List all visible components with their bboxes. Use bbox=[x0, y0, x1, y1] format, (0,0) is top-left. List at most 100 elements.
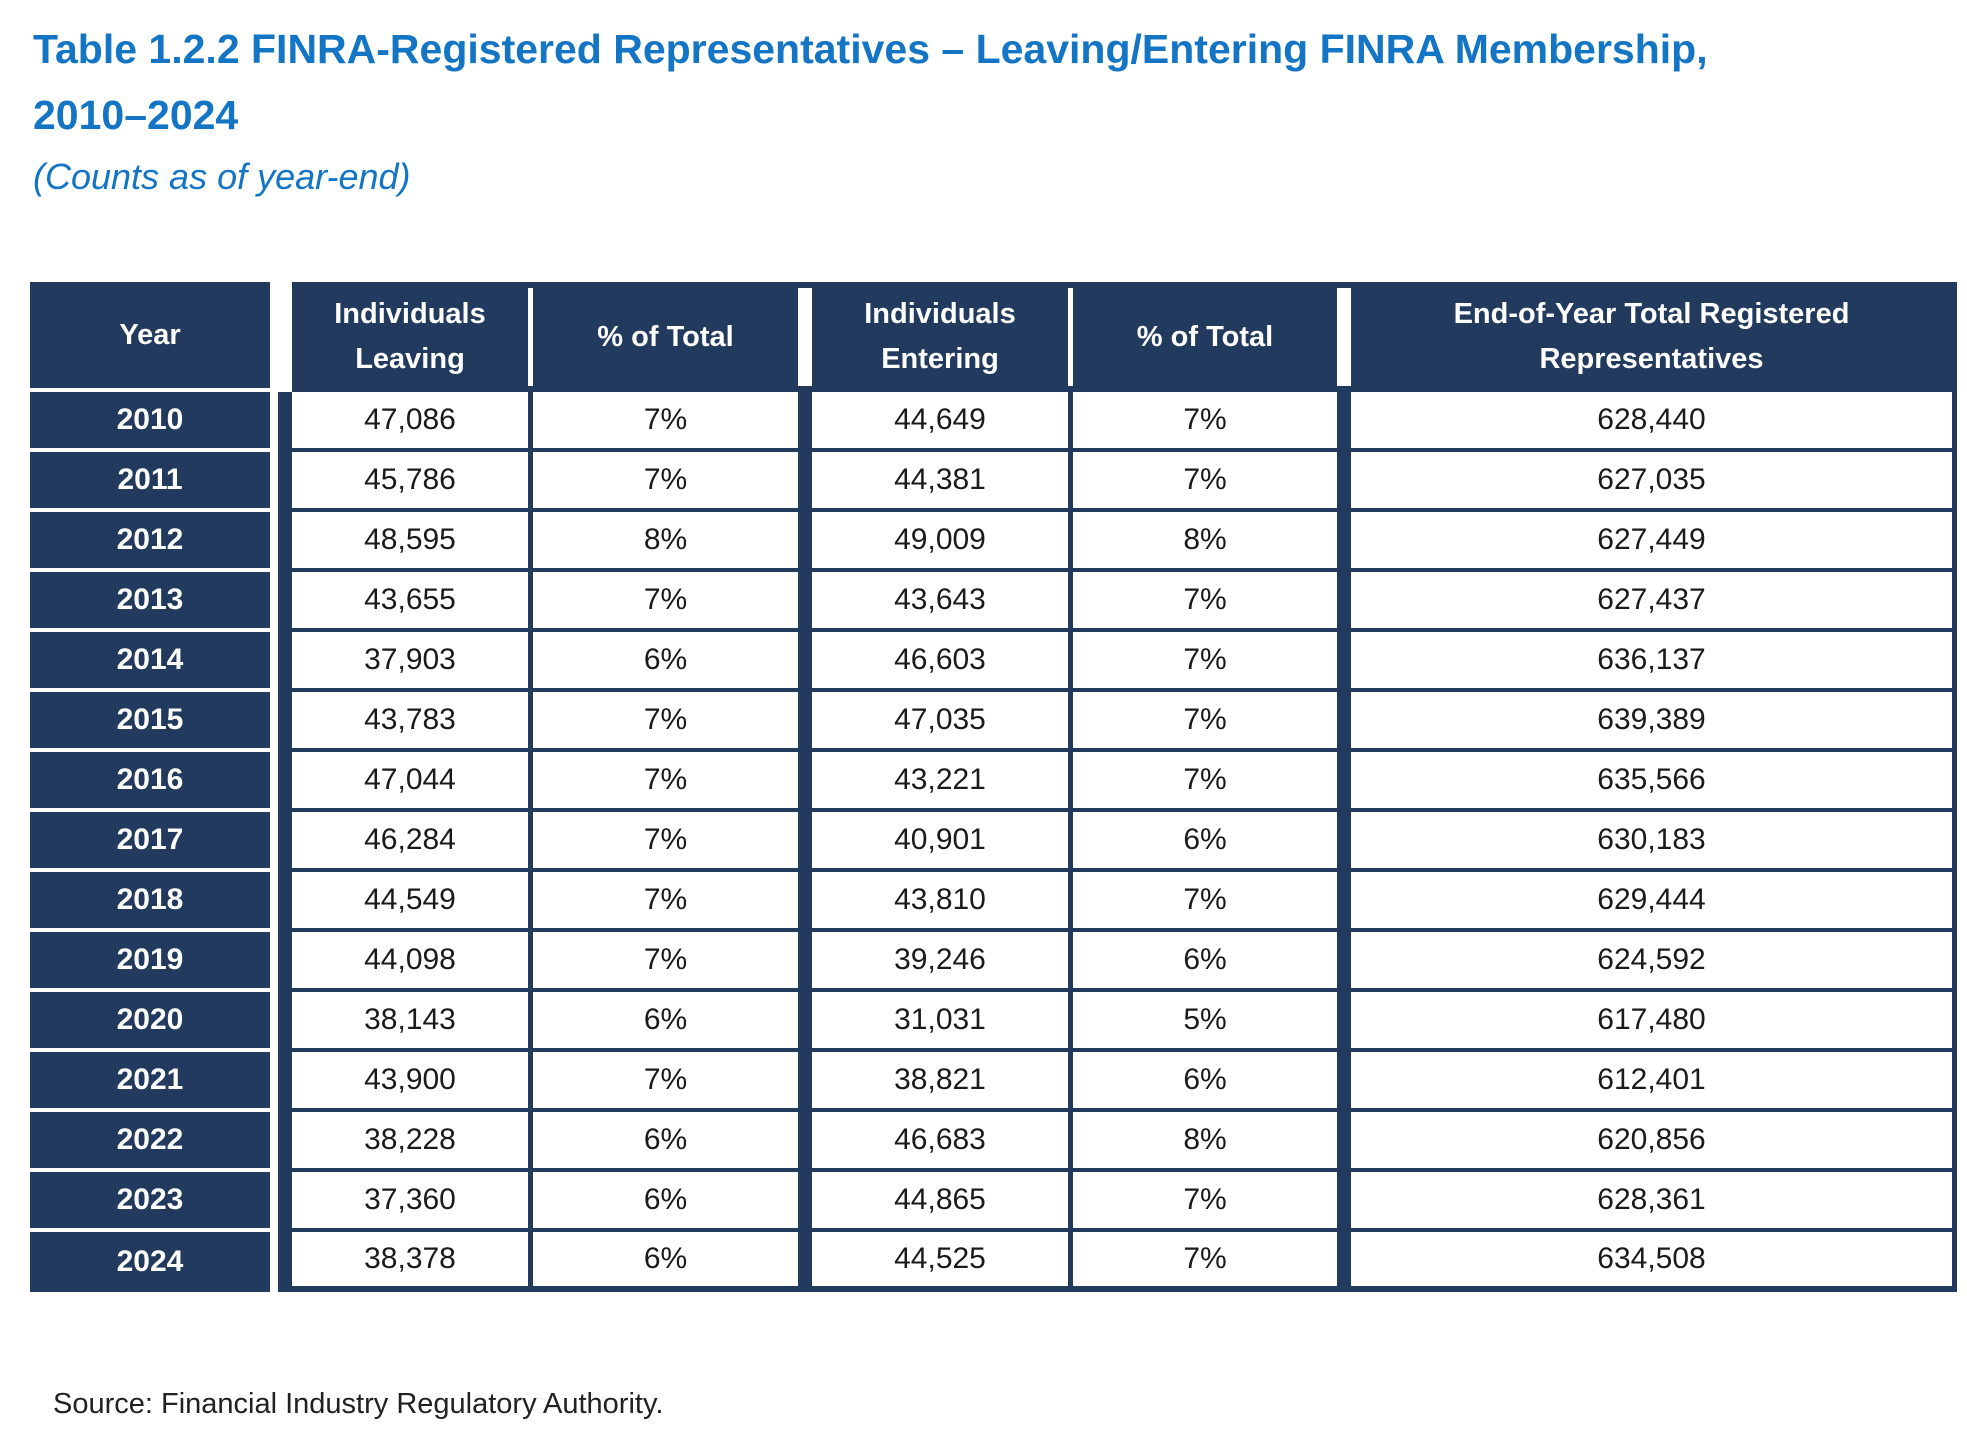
column-separator bbox=[528, 1232, 533, 1292]
column-separator bbox=[1068, 512, 1073, 572]
column-separator bbox=[1337, 512, 1351, 572]
column-separator bbox=[278, 1052, 292, 1112]
column-separator bbox=[798, 932, 812, 992]
table-cell: 620,856 bbox=[1351, 1112, 1952, 1172]
column-gutter bbox=[270, 512, 278, 572]
column-separator bbox=[1337, 872, 1351, 932]
column-separator bbox=[528, 1112, 533, 1172]
column-separator bbox=[278, 632, 292, 692]
column-separator bbox=[278, 572, 292, 632]
column-gutter bbox=[270, 392, 278, 452]
page-title: Table 1.2.2 FINRA-Registered Representat… bbox=[33, 16, 1967, 148]
table-cell: 6% bbox=[1073, 1052, 1337, 1112]
table-cell: 7% bbox=[1073, 392, 1337, 452]
page-title-line2: 2010–2024 bbox=[33, 92, 239, 138]
year-cell: 2022 bbox=[30, 1112, 270, 1172]
year-cell: 2021 bbox=[30, 1052, 270, 1112]
column-separator bbox=[1952, 632, 1957, 692]
page-title-line1: Table 1.2.2 FINRA-Registered Representat… bbox=[33, 26, 1708, 72]
header-line: Individuals bbox=[864, 298, 1016, 330]
column-separator bbox=[1337, 392, 1351, 452]
column-separator bbox=[1068, 992, 1073, 1052]
column-gutter bbox=[270, 632, 278, 692]
table-cell: 7% bbox=[1073, 632, 1337, 692]
column-separator bbox=[1068, 1232, 1073, 1292]
column-separator bbox=[798, 1172, 812, 1232]
column-gutter bbox=[270, 572, 278, 632]
table-cell: 7% bbox=[1073, 572, 1337, 632]
column-separator bbox=[278, 992, 292, 1052]
table-cell: 8% bbox=[1073, 512, 1337, 572]
table-cell: 7% bbox=[533, 1052, 798, 1112]
table-cell: 43,643 bbox=[812, 572, 1068, 632]
table-cell: 8% bbox=[1073, 1112, 1337, 1172]
table-cell: 38,821 bbox=[812, 1052, 1068, 1112]
table-cell: 7% bbox=[1073, 1172, 1337, 1232]
table-cell: 40,901 bbox=[812, 812, 1068, 872]
column-separator bbox=[1337, 1112, 1351, 1172]
table-cell: 7% bbox=[1073, 692, 1337, 752]
column-separator bbox=[798, 1232, 812, 1292]
header-cell: % of Total bbox=[533, 282, 798, 392]
header-cell: End-of-Year Total Registered Representati… bbox=[1351, 282, 1952, 392]
column-separator bbox=[1337, 452, 1351, 512]
year-cell: 2016 bbox=[30, 752, 270, 812]
column-separator bbox=[278, 1232, 292, 1292]
table-cell: 44,549 bbox=[292, 872, 528, 932]
column-separator bbox=[528, 572, 533, 632]
header-cell-year: Year bbox=[30, 282, 270, 392]
column-separator bbox=[1068, 632, 1073, 692]
header-line: % of Total bbox=[597, 320, 734, 353]
column-separator bbox=[528, 872, 533, 932]
column-separator bbox=[798, 452, 812, 512]
column-separator bbox=[798, 812, 812, 872]
column-separator bbox=[1337, 632, 1351, 692]
header-line: Individuals bbox=[334, 298, 486, 330]
column-separator bbox=[528, 812, 533, 872]
column-gutter bbox=[270, 932, 278, 992]
table-cell: 31,031 bbox=[812, 992, 1068, 1052]
column-separator bbox=[1068, 452, 1073, 512]
column-separator bbox=[278, 752, 292, 812]
column-gutter bbox=[270, 452, 278, 512]
header-cell: Individuals Entering bbox=[812, 282, 1068, 392]
column-separator bbox=[1337, 932, 1351, 992]
table-cell: 46,603 bbox=[812, 632, 1068, 692]
header-line: Representatives bbox=[1539, 343, 1764, 375]
header-cell: % of Total bbox=[1073, 282, 1337, 392]
column-separator bbox=[1952, 992, 1957, 1052]
column-separator bbox=[1068, 872, 1073, 932]
column-separator bbox=[1952, 1112, 1957, 1172]
column-separator bbox=[1337, 1232, 1351, 1292]
column-separator bbox=[1337, 1052, 1351, 1112]
column-separator bbox=[1068, 752, 1073, 812]
column-separator bbox=[1068, 282, 1073, 392]
column-separator bbox=[278, 282, 292, 392]
column-separator bbox=[1337, 752, 1351, 812]
table-cell: 37,360 bbox=[292, 1172, 528, 1232]
table-cell: 627,449 bbox=[1351, 512, 1952, 572]
column-separator bbox=[1337, 282, 1351, 392]
column-separator bbox=[1952, 452, 1957, 512]
header-cell: Individuals Leaving bbox=[292, 282, 528, 392]
column-separator bbox=[798, 1052, 812, 1112]
table-cell: 37,903 bbox=[292, 632, 528, 692]
column-separator bbox=[528, 992, 533, 1052]
year-cell: 2013 bbox=[30, 572, 270, 632]
table-cell: 7% bbox=[533, 692, 798, 752]
column-gutter bbox=[270, 992, 278, 1052]
table-cell: 6% bbox=[533, 992, 798, 1052]
column-separator bbox=[278, 932, 292, 992]
column-separator bbox=[528, 452, 533, 512]
table-cell: 7% bbox=[533, 452, 798, 512]
column-separator bbox=[528, 392, 533, 452]
column-gutter bbox=[270, 1052, 278, 1112]
table-cell: 43,810 bbox=[812, 872, 1068, 932]
column-gutter bbox=[270, 282, 278, 392]
table-cell: 43,221 bbox=[812, 752, 1068, 812]
column-separator bbox=[798, 1112, 812, 1172]
year-cell: 2023 bbox=[30, 1172, 270, 1232]
column-gutter bbox=[270, 812, 278, 872]
column-separator bbox=[1952, 512, 1957, 572]
year-cell: 2017 bbox=[30, 812, 270, 872]
